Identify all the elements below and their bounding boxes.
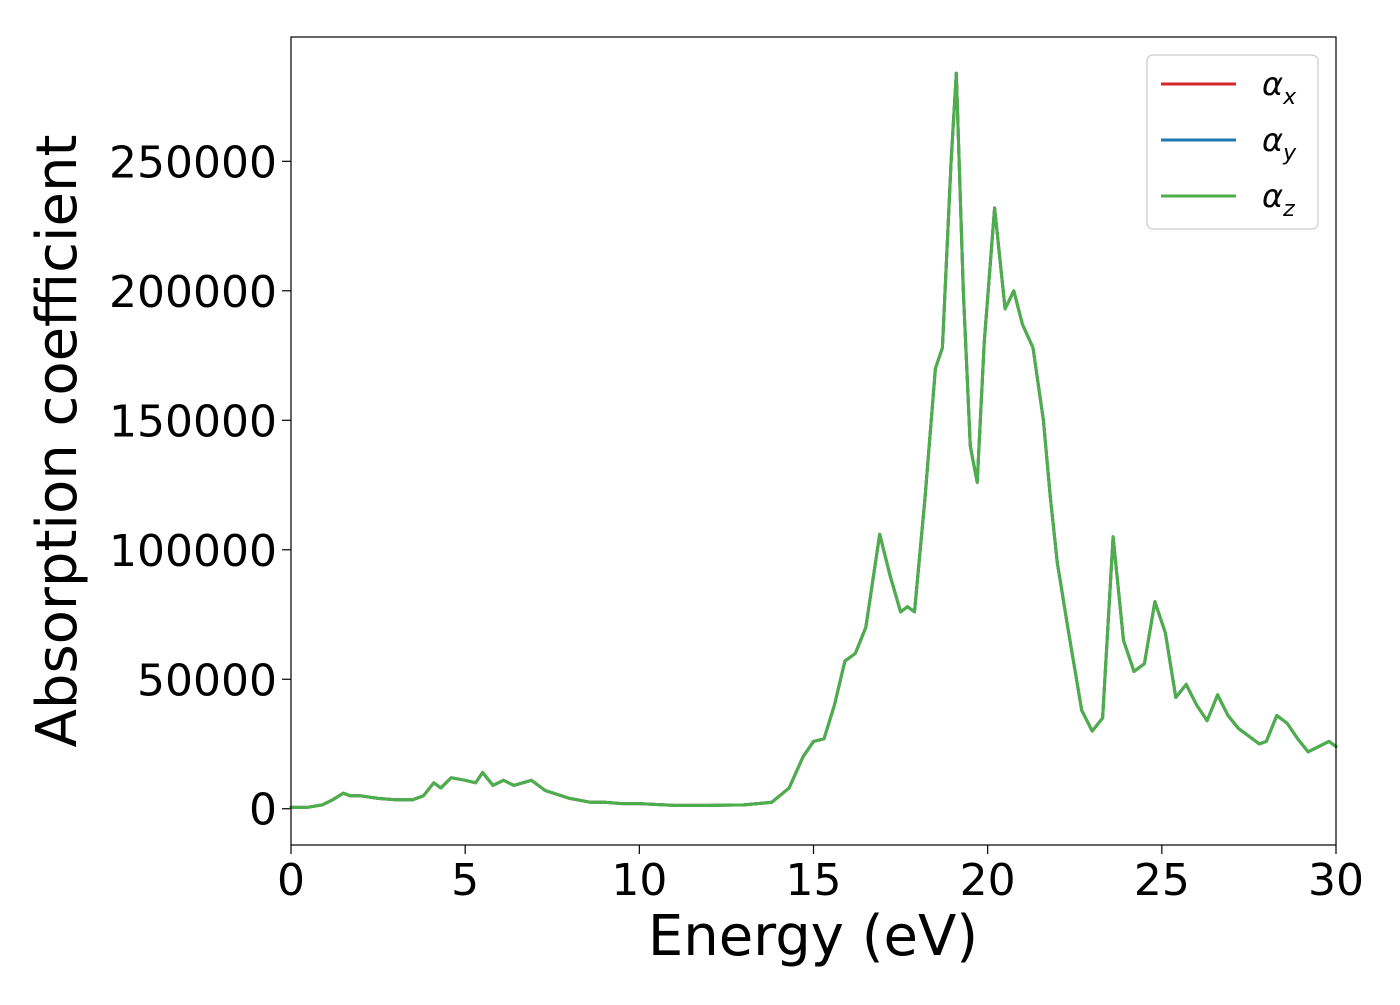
y-tick-label: 150000 [109, 396, 277, 447]
series-layer [289, 71, 1338, 809]
legend-subscript: z [1282, 197, 1295, 222]
plot-frame [290, 36, 1337, 846]
legend-symbol: α [1262, 121, 1283, 159]
legend-label-x: αx [1262, 65, 1297, 110]
x-tick-label: 0 [277, 855, 305, 906]
x-tick-label: 5 [451, 855, 479, 906]
series-line-z [289, 71, 1338, 809]
x-tick-label: 30 [1308, 855, 1364, 906]
y-tick-label: 50000 [137, 655, 277, 706]
legend-label-y: αy [1262, 121, 1297, 166]
legend-subscript: x [1282, 85, 1297, 110]
ticks-layer: 0 5 10 15 20 25 30 0 50000 100000 150000 200000 2500… [109, 137, 1364, 906]
legend-label-z: αz [1262, 177, 1295, 222]
x-tick-label: 15 [786, 855, 842, 906]
x-tick-label: 10 [611, 855, 667, 906]
y-tick-label: 250000 [109, 137, 277, 188]
x-axis-label: Energy (eV) [648, 904, 978, 969]
y-tick-label: 0 [249, 785, 277, 836]
legend-box [1146, 54, 1319, 230]
y-axis-label: Absorption coefficient [25, 135, 90, 748]
legend-subscript: y [1282, 141, 1297, 166]
x-tick-label: 25 [1134, 855, 1190, 906]
legend-symbol: α [1262, 177, 1283, 215]
x-tick-label: 20 [960, 855, 1016, 906]
y-tick-label: 100000 [109, 526, 277, 577]
legend-symbol: α [1262, 65, 1283, 103]
y-tick-label: 200000 [109, 267, 277, 318]
